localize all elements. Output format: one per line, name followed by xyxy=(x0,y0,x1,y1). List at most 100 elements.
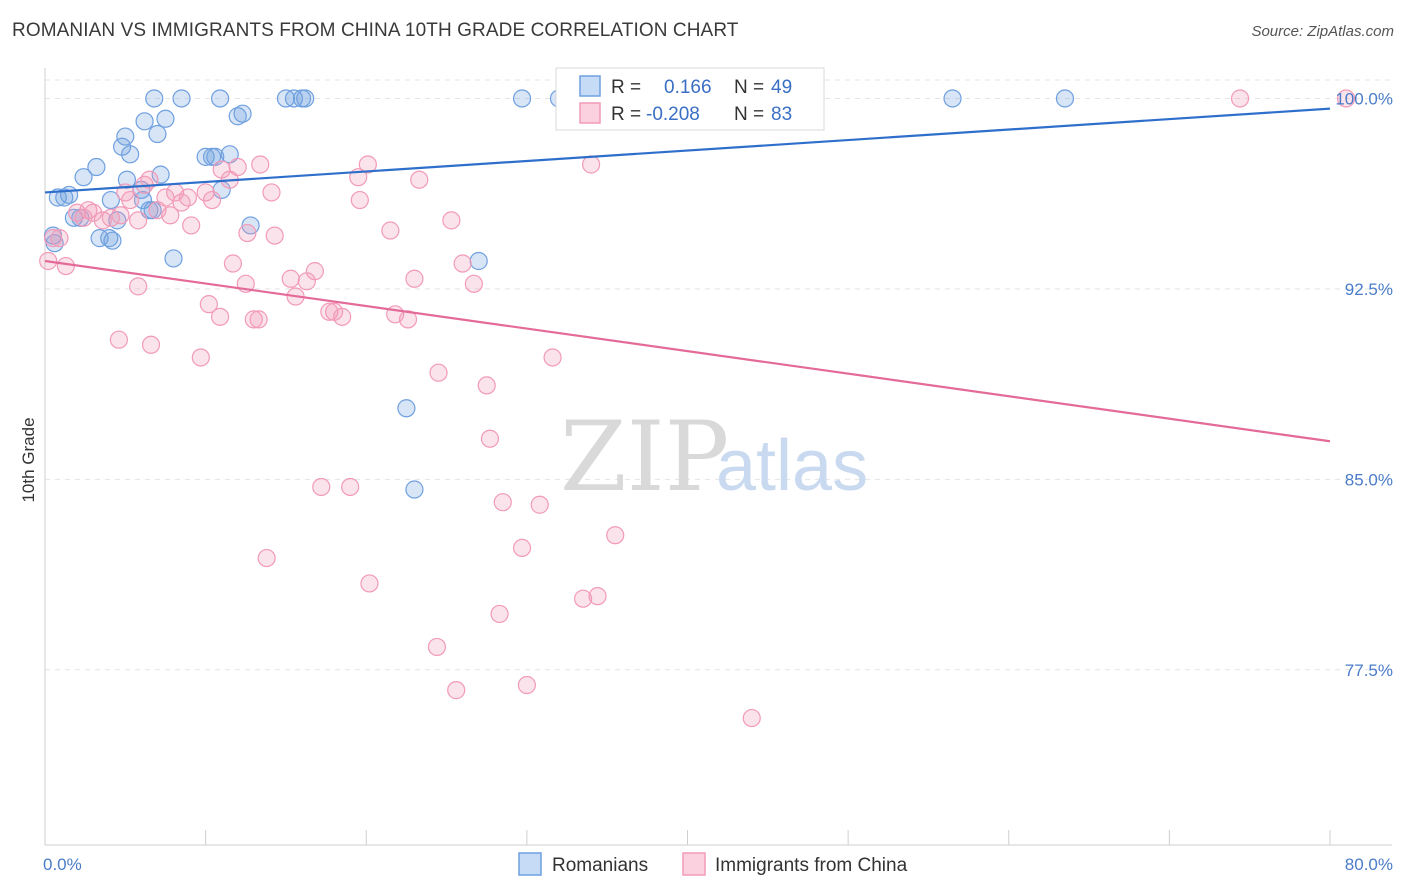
point-1-3 xyxy=(56,256,75,276)
point-0-7 xyxy=(74,168,93,187)
point-1-57 xyxy=(429,363,448,382)
stats-r-label-0: R = xyxy=(611,77,641,98)
point-0-31 xyxy=(210,89,230,108)
series-0 xyxy=(43,89,1075,499)
point-1-65 xyxy=(530,495,549,514)
point-1-13 xyxy=(129,211,148,230)
x-tick-label-0: 0.0% xyxy=(43,855,82,874)
point-1-32 xyxy=(129,277,148,296)
trend-line-1 xyxy=(44,259,1331,443)
grid-lines xyxy=(45,79,1392,671)
point-0-10 xyxy=(100,229,119,248)
point-0-42 xyxy=(405,480,424,499)
point-1-64 xyxy=(512,538,532,558)
point-0-3 xyxy=(55,188,74,207)
x-tick-labels: 0.0% 80.0% xyxy=(43,855,1393,874)
point-1-76 xyxy=(573,589,593,608)
stats-swatch-china xyxy=(579,102,601,124)
point-1-68 xyxy=(312,477,331,497)
point-1-59 xyxy=(453,254,472,273)
point-0-4 xyxy=(59,185,79,205)
point-1-2 xyxy=(50,229,69,248)
point-0-35 xyxy=(233,104,252,123)
point-1-74 xyxy=(490,604,509,624)
point-0-23 xyxy=(148,124,167,144)
chart-title: ROMANIAN VS IMMIGRANTS FROM CHINA 10TH G… xyxy=(12,20,739,41)
point-1-56 xyxy=(410,170,429,189)
watermark-zip: ZIP xyxy=(560,401,729,513)
point-1-1 xyxy=(43,229,63,248)
point-1-69 xyxy=(341,477,360,497)
point-1-70 xyxy=(257,548,276,568)
y-tick-labels: 100.0% 92.5% 85.0% 77.5% xyxy=(1335,89,1393,679)
legend-label-china: Immigrants from China xyxy=(715,855,908,876)
point-1-36 xyxy=(199,295,218,314)
stats-n-label-1: N = xyxy=(734,104,764,125)
point-0-48 xyxy=(145,89,164,108)
point-1-17 xyxy=(156,188,175,207)
point-1-21 xyxy=(178,188,198,207)
stats-legend: R = 0.166 N = 49 R = -0.208 N = 83 xyxy=(555,67,825,131)
point-1-15 xyxy=(140,170,159,189)
point-1-71 xyxy=(360,574,379,593)
legend-label-romanians: Romanians xyxy=(552,855,648,876)
point-0-17 xyxy=(121,145,140,164)
point-1-61 xyxy=(477,376,496,395)
point-1-52 xyxy=(381,221,400,240)
point-1-67 xyxy=(606,526,625,545)
point-1-29 xyxy=(251,155,270,174)
point-1-58 xyxy=(442,211,461,230)
point-0-8 xyxy=(87,157,106,177)
x-tick-label-1: 80.0% xyxy=(1345,855,1393,874)
point-1-66 xyxy=(543,348,562,367)
point-1-82 xyxy=(1336,89,1356,108)
point-1-63 xyxy=(493,493,512,512)
point-1-38 xyxy=(223,254,243,273)
point-0-5 xyxy=(64,208,84,227)
point-1-72 xyxy=(427,637,447,657)
legend-swatch-china xyxy=(682,852,706,876)
point-1-6 xyxy=(79,201,98,220)
watermark: ZIP atlas xyxy=(560,401,868,513)
point-1-73 xyxy=(447,681,466,700)
point-0-13 xyxy=(103,231,122,250)
point-0-11 xyxy=(101,190,120,210)
point-1-31 xyxy=(265,226,284,245)
y-axis-label: 10th Grade xyxy=(19,417,38,502)
series-layer xyxy=(39,89,1356,728)
point-0-20 xyxy=(135,112,154,131)
point-1-12 xyxy=(121,190,140,210)
point-1-24 xyxy=(202,190,222,210)
stats-n-value-1: 83 xyxy=(771,104,792,125)
trend-line-0 xyxy=(44,107,1331,194)
point-1-40 xyxy=(244,310,263,329)
y-tick-label-0: 100.0% xyxy=(1335,89,1393,108)
stats-n-label-0: N = xyxy=(734,77,764,98)
point-1-34 xyxy=(141,335,161,354)
point-1-50 xyxy=(350,190,369,210)
y-tick-label-2: 85.0% xyxy=(1345,470,1393,489)
point-0-40 xyxy=(296,89,315,108)
point-1-35 xyxy=(191,348,210,367)
point-0-2 xyxy=(48,188,67,207)
point-1-7 xyxy=(84,203,103,222)
point-0-41 xyxy=(397,399,416,418)
axes xyxy=(44,68,1392,846)
point-0-25 xyxy=(156,109,175,128)
legend-swatch-romanians xyxy=(518,852,542,876)
point-1-28 xyxy=(238,223,257,243)
point-1-78 xyxy=(742,708,761,728)
point-1-27 xyxy=(228,157,247,177)
point-1-23 xyxy=(196,183,215,202)
y-tick-label-3: 77.5% xyxy=(1345,661,1393,680)
point-1-10 xyxy=(111,206,130,225)
point-1-77 xyxy=(588,587,607,606)
point-1-45 xyxy=(305,262,324,281)
point-1-55 xyxy=(405,269,424,288)
stats-swatch-romanians xyxy=(579,75,601,97)
bottom-legend: Romanians Immigrants from China xyxy=(518,852,908,876)
point-0-46 xyxy=(943,89,962,108)
stats-r-label-1: R = xyxy=(611,104,641,125)
point-0-34 xyxy=(228,107,247,126)
